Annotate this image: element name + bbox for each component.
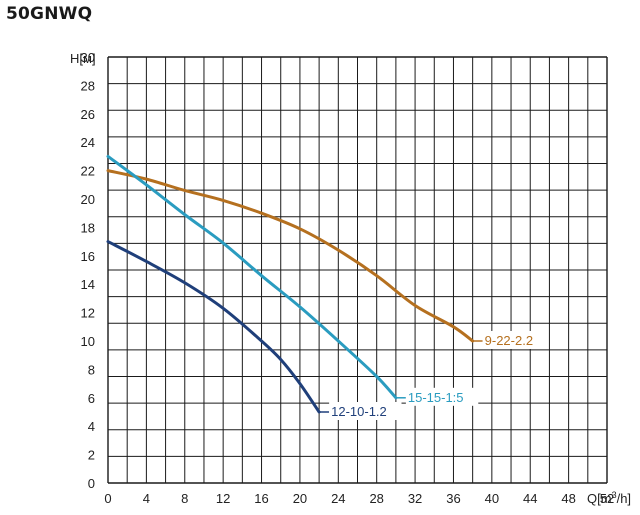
y-tick-label: 16	[81, 249, 95, 264]
series-line-1	[106, 154, 398, 400]
series-label-background	[482, 331, 548, 349]
x-tick-label: 0	[104, 491, 111, 506]
series-labels: 9-22-2.2 15-15-1:5 12-10-1.2	[319, 331, 548, 420]
series-label-background	[405, 387, 479, 406]
series-line-2	[106, 240, 321, 414]
grid	[107, 56, 608, 484]
series-label-background	[329, 402, 402, 420]
x-tick-labels: 0 4 8 12 16 20 24 28 32 36 40 44 48 52	[104, 491, 614, 506]
y-tick-label: 24	[81, 135, 95, 150]
series-lines	[106, 154, 475, 414]
x-tick-label: 44	[523, 491, 537, 506]
y-tick-label: 4	[88, 419, 95, 434]
x-tick-label: 24	[331, 491, 345, 506]
y-tick-label: 18	[81, 220, 95, 235]
series-label: 12-10-1.2	[331, 404, 387, 419]
y-tick-label: 22	[81, 164, 95, 179]
y-tick-label: 2	[88, 448, 95, 463]
chart-title: 50GNWQ	[6, 4, 93, 24]
x-tick-label: 32	[408, 491, 422, 506]
x-tick-label: 52	[600, 491, 614, 506]
y-tick-label: 12	[81, 306, 95, 321]
series-label: 9-22-2.2	[485, 333, 533, 348]
x-tick-label: 16	[254, 491, 268, 506]
y-axis-label: H[м]	[70, 51, 96, 66]
series-line-0	[106, 169, 475, 343]
y-tick-label: 26	[81, 107, 95, 122]
x-tick-label: 8	[181, 491, 188, 506]
x-tick-label: 40	[485, 491, 499, 506]
x-tick-label: 28	[369, 491, 383, 506]
x-tick-label: 4	[143, 491, 150, 506]
y-tick-label: 28	[81, 78, 95, 93]
series-label: 15-15-1:5	[408, 390, 464, 405]
y-tick-label: 0	[88, 476, 95, 491]
x-tick-label: 20	[293, 491, 307, 506]
x-tick-label: 48	[561, 491, 575, 506]
y-tick-label: 8	[88, 362, 95, 377]
y-tick-label: 20	[81, 192, 95, 207]
y-tick-label: 14	[81, 277, 95, 292]
x-tick-label: 36	[446, 491, 460, 506]
x-axis-label: Q[m3/h]	[587, 490, 631, 506]
y-tick-label: 30	[81, 50, 95, 65]
x-tick-label: 12	[216, 491, 230, 506]
y-tick-label: 6	[88, 391, 95, 406]
y-tick-label: 10	[81, 334, 95, 349]
